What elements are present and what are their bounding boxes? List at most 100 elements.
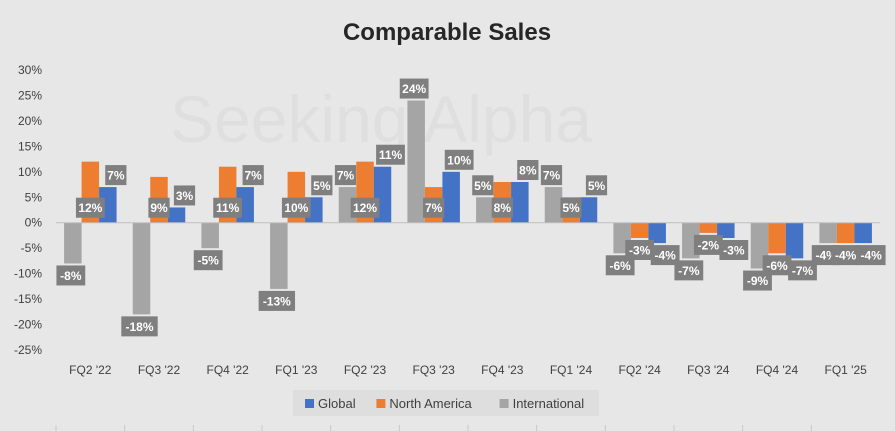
data-label-box (311, 175, 333, 196)
y-tick-label: -10% (14, 267, 42, 281)
data-label-box (674, 260, 704, 281)
bar-international (476, 197, 494, 223)
legend-label: North America (389, 396, 472, 411)
data-label-text: -13% (263, 294, 291, 308)
data-label: -18% (121, 316, 158, 337)
bar-international (201, 222, 219, 249)
data-label-box (350, 197, 380, 218)
data-label-text: 12% (78, 201, 102, 215)
bar-international (819, 222, 837, 244)
data-label-box (399, 78, 429, 99)
bar-international (64, 222, 82, 264)
bar-global (717, 222, 735, 238)
data-label-box (334, 165, 357, 186)
bar-global (648, 222, 666, 244)
data-label: 12% (75, 197, 105, 218)
data-label: 5% (311, 175, 333, 196)
data-label-text: 7% (107, 169, 125, 183)
data-label-box (788, 260, 817, 281)
data-label-text: 7% (425, 201, 443, 215)
data-label-box (423, 197, 445, 218)
bar-north-america (630, 222, 649, 238)
x-tick-label: FQ1 '25 (825, 363, 868, 377)
bar-global (511, 182, 529, 223)
x-tick-label: FQ3 '22 (138, 363, 181, 377)
data-label: -7% (674, 260, 704, 281)
data-label: 9% (148, 197, 170, 218)
data-label: 8% (491, 197, 513, 218)
data-label: -8% (56, 265, 86, 286)
data-label-box (560, 197, 582, 218)
data-label: 7% (334, 165, 357, 186)
data-label: -3% (625, 240, 655, 260)
x-tick-label: FQ1 '24 (550, 363, 593, 377)
data-label-box (517, 160, 539, 180)
y-tick-label: -25% (14, 343, 42, 357)
legend-box (293, 390, 599, 416)
chart-title: Comparable Sales (343, 19, 551, 46)
data-labels-group: -8%12%7%-18%9%3%-5%11%7%-13%10%5%7%12%11… (56, 78, 886, 337)
data-label-text: 11% (379, 148, 403, 162)
data-label-box (585, 175, 608, 196)
legend-swatch (305, 399, 314, 408)
data-label-text: 7% (244, 169, 262, 183)
x-tick-label: FQ3 '23 (413, 363, 456, 377)
y-tick-label: -5% (21, 241, 43, 255)
bar-north-america (836, 222, 855, 244)
data-label: -6% (762, 255, 792, 276)
x-tick-label: FQ4 '22 (207, 363, 250, 377)
data-label-text: 3% (176, 189, 194, 203)
y-tick-label: 30% (18, 63, 42, 77)
data-label-text: -6% (766, 259, 788, 273)
data-label: 5% (585, 175, 608, 196)
y-tick-label: 15% (18, 139, 42, 153)
data-label-box (258, 290, 296, 311)
data-label-text: 11% (216, 201, 240, 215)
data-label: 7% (242, 165, 264, 186)
data-label: -5% (193, 250, 223, 271)
legend-swatch (499, 399, 509, 408)
bar-north-america (768, 222, 786, 254)
data-label-box (281, 197, 311, 218)
data-label: 11% (376, 144, 405, 165)
data-label: -4% (650, 245, 680, 266)
bar-north-america (699, 222, 718, 233)
data-label-box (856, 245, 886, 266)
data-label-text: -9% (747, 274, 769, 288)
x-tick-label: FQ4 '24 (756, 363, 799, 377)
legend-swatch (376, 399, 386, 408)
data-label-text: -7% (792, 264, 814, 278)
data-label: -6% (605, 255, 635, 276)
y-tick-label: -20% (14, 318, 42, 332)
data-label-text: -6% (609, 259, 631, 273)
data-label: -13% (258, 290, 296, 311)
data-label: 3% (173, 185, 196, 206)
data-label-box (605, 255, 635, 276)
data-label: 7% (105, 165, 127, 186)
data-label: 11% (213, 197, 243, 218)
data-label-text: 10% (447, 153, 471, 167)
legend-label: Global (318, 396, 356, 411)
data-label-text: -4% (835, 249, 857, 263)
x-tick-label: FQ1 '23 (275, 363, 318, 377)
data-label: 7% (423, 197, 445, 218)
data-label-text: 12% (353, 201, 377, 215)
y-tick-label: -15% (14, 292, 42, 306)
x-axis: FQ2 '22 FQ3 '22 FQ4 '22 FQ1 '23 FQ2 '23 FQ3 '… (55, 363, 868, 431)
data-label-text: 10% (284, 201, 308, 215)
data-label-box (831, 245, 861, 266)
data-label: 10% (444, 149, 474, 170)
bar-global (785, 222, 804, 259)
data-label: 5% (560, 197, 582, 218)
data-label: 12% (350, 197, 380, 218)
watermark-text: Seeking Alpha (170, 82, 592, 156)
legend: Global North America International (293, 390, 599, 416)
data-label-text: 8% (519, 164, 537, 178)
legend-label: International (513, 396, 585, 411)
bar-global (167, 207, 186, 223)
x-tick-label: FQ3 '24 (687, 363, 730, 377)
data-label: 7% (540, 165, 563, 186)
data-label-text: -5% (197, 254, 219, 268)
